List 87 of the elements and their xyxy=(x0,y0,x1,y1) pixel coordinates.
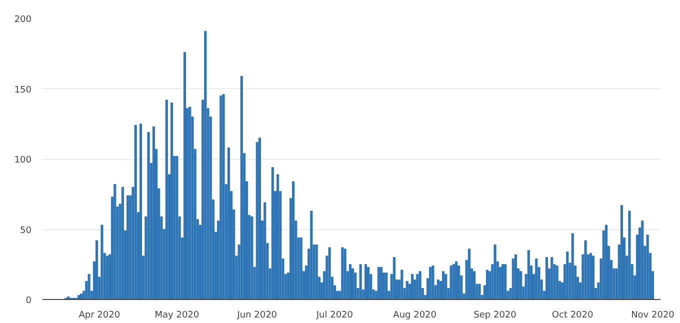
bar xyxy=(432,266,434,300)
bar xyxy=(170,102,174,300)
bar xyxy=(646,234,649,300)
bar xyxy=(436,280,440,300)
bar xyxy=(478,284,481,300)
bar xyxy=(584,240,587,300)
bar xyxy=(341,247,344,300)
x-tick-label: Sep 2020 xyxy=(474,310,517,320)
bar xyxy=(545,257,548,300)
bar xyxy=(121,186,124,300)
bar xyxy=(535,258,538,300)
bar xyxy=(444,274,448,300)
x-tick-label: Nov 2020 xyxy=(631,310,675,320)
bar xyxy=(641,220,644,300)
bar xyxy=(571,233,574,300)
bar xyxy=(359,264,362,300)
bar xyxy=(100,224,104,300)
bar xyxy=(520,271,522,300)
bar xyxy=(328,247,331,300)
bar xyxy=(126,195,130,300)
x-tick-label: Oct 2020 xyxy=(552,310,594,320)
x-tick-label: Jun 2020 xyxy=(236,310,278,320)
y-tick-label: 50 xyxy=(20,226,32,236)
y-tick-label: 200 xyxy=(14,15,32,25)
bar xyxy=(292,181,295,300)
bar xyxy=(134,125,137,300)
bar xyxy=(514,254,517,300)
bar xyxy=(628,210,631,300)
x-tick-label: Aug 2020 xyxy=(393,310,437,320)
bar xyxy=(452,264,455,300)
bar xyxy=(556,266,558,300)
bar xyxy=(468,248,470,300)
bar xyxy=(176,156,178,300)
bar xyxy=(410,274,414,300)
bar xyxy=(256,142,258,300)
bar xyxy=(222,94,225,300)
bar xyxy=(377,266,380,300)
bar xyxy=(227,148,230,300)
bar xyxy=(165,100,168,300)
bar xyxy=(504,264,507,300)
bar xyxy=(88,274,90,300)
y-tick-label: 150 xyxy=(14,85,32,96)
bar xyxy=(566,251,569,300)
bar xyxy=(188,106,192,300)
bar xyxy=(204,30,207,300)
bar xyxy=(527,250,530,300)
bar xyxy=(364,264,368,300)
x-tick-label: Jul 2020 xyxy=(315,310,354,320)
bar xyxy=(344,248,346,300)
bar xyxy=(392,257,396,300)
bar xyxy=(429,266,432,300)
bar xyxy=(486,270,489,300)
bar xyxy=(473,271,476,300)
bar xyxy=(385,272,388,300)
y-tick-label: 0 xyxy=(26,296,32,306)
bar xyxy=(406,280,408,300)
bar xyxy=(400,270,404,300)
bar xyxy=(494,244,496,300)
y-tick-label: 100 xyxy=(14,156,32,166)
bar xyxy=(183,52,186,300)
bar xyxy=(310,210,313,300)
bar xyxy=(220,96,222,300)
bar xyxy=(106,256,108,300)
bar xyxy=(620,205,623,300)
bar xyxy=(550,257,554,300)
bar xyxy=(604,224,608,300)
bar xyxy=(416,274,419,300)
bar xyxy=(367,266,370,300)
bar xyxy=(271,167,274,300)
bar xyxy=(96,240,98,300)
bar xyxy=(450,266,452,300)
bar xyxy=(240,76,243,300)
bar xyxy=(442,271,445,300)
bar xyxy=(250,216,254,300)
bar xyxy=(139,124,142,300)
bar xyxy=(80,294,83,300)
bar xyxy=(114,184,116,300)
bar xyxy=(258,138,261,300)
x-tick-label: May 2020 xyxy=(154,310,200,320)
bar xyxy=(354,272,357,300)
bar xyxy=(147,132,150,300)
x-tick-label: Apr 2020 xyxy=(78,310,120,320)
bar xyxy=(264,202,266,300)
bar xyxy=(418,271,422,300)
bar xyxy=(300,237,302,300)
bar xyxy=(315,244,318,300)
bar xyxy=(592,256,595,300)
